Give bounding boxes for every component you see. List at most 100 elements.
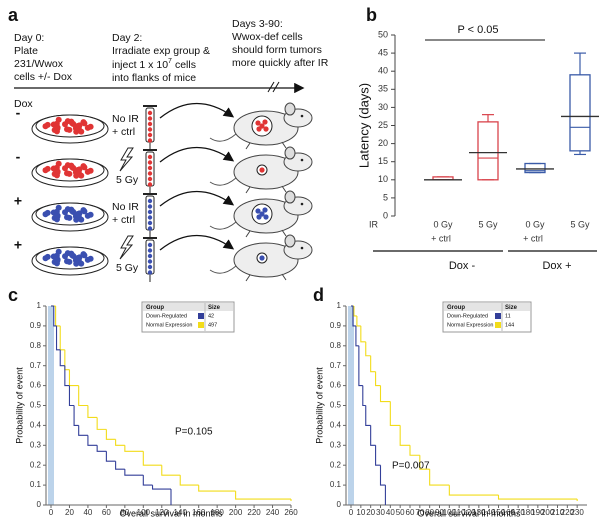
y-tick-label: 0.6 <box>30 381 42 390</box>
cell <box>147 121 153 127</box>
y-tick-label: 1 <box>37 301 42 310</box>
cell <box>78 216 85 223</box>
step-text: Day 0: <box>14 32 44 44</box>
cell <box>147 215 153 220</box>
survival-step <box>375 371 381 387</box>
mouse-ear <box>284 234 296 248</box>
step-text: Day 2: <box>112 32 142 44</box>
x-tick-label: 10 <box>356 508 365 517</box>
cell <box>147 165 153 171</box>
y-tick-label: 0 <box>37 500 42 509</box>
y-tick-label: 0.2 <box>30 460 42 469</box>
break-mark <box>267 81 275 93</box>
survival-step <box>142 475 153 486</box>
legend-header <box>143 303 233 311</box>
survival-step <box>142 451 162 466</box>
panel-label: a <box>8 5 19 25</box>
legend-name: Normal Expression <box>447 322 493 328</box>
x-tick-label: 0 <box>349 508 354 517</box>
legend-size: 11 <box>505 313 511 319</box>
cell <box>69 164 76 171</box>
step-text: Days 3-90: <box>232 18 283 30</box>
survival-step <box>64 365 70 387</box>
legend-size: 497 <box>208 322 217 328</box>
x-tick-label: 180 <box>521 508 535 517</box>
step-text: into flanks of mice <box>112 72 196 84</box>
treatment-text: + ctrl <box>112 214 135 226</box>
survival-step <box>356 315 361 327</box>
survival-step <box>115 461 125 470</box>
transfer-arrow <box>159 234 235 251</box>
legend-size: 144 <box>505 322 514 328</box>
survival-step <box>358 345 363 387</box>
survival-step <box>151 485 171 490</box>
x-tick-label: 0 Gy <box>525 219 545 229</box>
treatment-text: 5 Gy <box>116 262 139 274</box>
cell <box>80 207 87 214</box>
y-tick-label: 0.3 <box>30 440 42 449</box>
legend-header-text: Group <box>447 305 465 311</box>
mouse-tail <box>209 221 237 230</box>
y-tick-label: 0.9 <box>30 321 42 330</box>
box <box>569 74 591 152</box>
y-tick-label: 0 <box>383 210 388 220</box>
tumor-cell <box>263 214 269 220</box>
cell <box>62 121 69 128</box>
mouse-leg <box>245 141 287 150</box>
y-tick-label: 0.5 <box>30 401 42 410</box>
y-tick-label: 0.5 <box>330 401 342 410</box>
cell <box>54 257 61 264</box>
mouse-eye <box>300 246 304 250</box>
x-axis-label: Overall survival in months <box>417 508 521 518</box>
x-tick-label: 220 <box>561 508 575 517</box>
survival-step <box>409 445 420 456</box>
tumor-cell <box>259 123 265 129</box>
survival-step <box>235 491 291 500</box>
survival-step <box>365 405 371 426</box>
mouse-tail <box>209 133 237 142</box>
survival-step <box>68 369 79 387</box>
cell <box>147 248 153 253</box>
cell <box>42 167 49 174</box>
step-text-part: inject 1 x 10 <box>112 59 168 71</box>
cell <box>66 170 73 177</box>
cell <box>147 127 153 132</box>
treatment-text: No IR <box>112 113 139 125</box>
survival-step <box>87 435 98 446</box>
legend-header-text: Group <box>146 305 164 311</box>
step-text: 231/Wwox <box>14 58 64 70</box>
x-tick-label: 160 <box>192 508 206 517</box>
cell <box>62 165 69 172</box>
dox-sign: + <box>14 193 22 209</box>
legend: Group Size Down-Regulated 11 Normal Expressi… <box>442 301 532 333</box>
survival-step <box>115 439 125 446</box>
mouse-leg <box>245 185 287 194</box>
survival-step <box>370 425 376 446</box>
x-tick-label: 0 Gy <box>433 219 453 229</box>
survival-step <box>355 325 359 347</box>
cell <box>54 125 61 132</box>
cell <box>147 198 153 204</box>
y-axis-label: Latency (days) <box>356 83 371 168</box>
tumor-cell <box>255 120 261 126</box>
cell <box>69 252 76 259</box>
survival-step <box>53 306 57 327</box>
y-tick-label: 0.1 <box>30 480 42 489</box>
cell <box>78 260 85 267</box>
cell <box>147 226 153 231</box>
x-tick-label: 90 <box>435 508 444 517</box>
x-tick-label: 40 <box>386 508 395 517</box>
cell <box>147 270 153 275</box>
survival-step <box>379 385 391 403</box>
survival-step <box>379 465 386 486</box>
x-tick-label: 30 <box>376 508 385 517</box>
survival-step <box>362 385 366 407</box>
legend: Group Size Down-Regulated 42 Normal Expressi… <box>141 301 235 333</box>
cell <box>147 220 153 226</box>
cell <box>147 132 153 138</box>
y-tick-label: 0.3 <box>330 440 342 449</box>
tumor-cell <box>255 208 261 214</box>
x-tick-label: 120 <box>155 508 169 517</box>
legend-swatch <box>198 313 204 319</box>
y-tick-label: 5 <box>383 192 388 202</box>
